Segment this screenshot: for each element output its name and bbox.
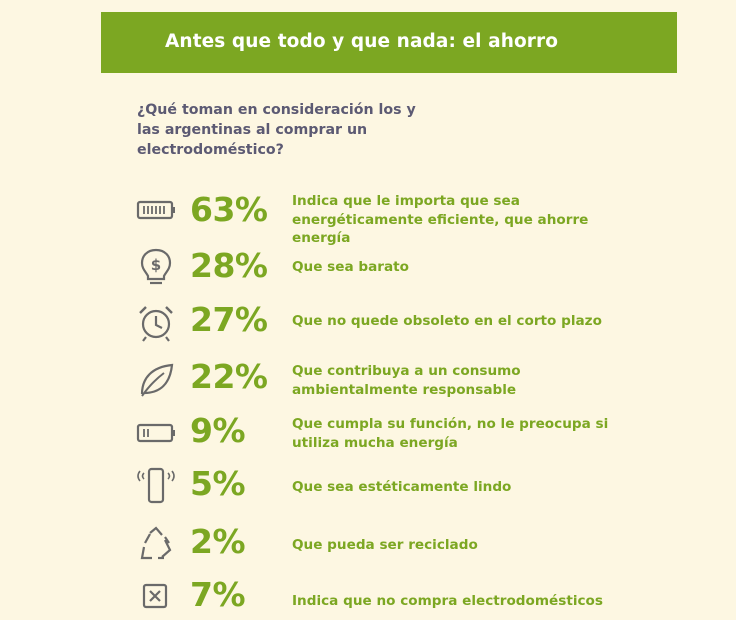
battery-low-icon: [132, 412, 180, 454]
result-label: Indica que no compra electrodomésticos: [292, 593, 603, 609]
survey-question: ¿Qué toman en consideración los y las ar…: [137, 102, 416, 158]
result-label: Que sea barato: [292, 259, 410, 275]
percent-value: 27%: [190, 300, 268, 339]
result-label: Que sea estéticamente lindo: [292, 479, 512, 495]
smartphone-vibrate-icon: [132, 465, 180, 507]
svg-text:$: $: [151, 256, 161, 274]
percent-value: 9%: [190, 411, 246, 450]
percent-value: 5%: [190, 464, 246, 503]
percent-value: 2%: [190, 522, 246, 561]
title-banner: Antes que todo y que nada: el ahorro: [101, 12, 677, 73]
result-label: Que contribuya a un consumo ambientalmen…: [292, 363, 521, 398]
result-label: Que pueda ser reciclado: [292, 537, 478, 553]
result-label: Indica que le importa que sea energética…: [292, 193, 589, 246]
percent-value: 7%: [190, 575, 246, 614]
percent-value: 63%: [190, 190, 268, 229]
chart-title: Antes que todo y que nada: el ahorro: [165, 31, 559, 52]
leaf-icon: [132, 358, 180, 400]
percent-value: 28%: [190, 246, 268, 285]
percent-value: 22%: [190, 357, 268, 396]
battery-full-icon: [132, 189, 180, 231]
result-label: Que cumpla su función, no le preocupa si…: [292, 416, 609, 451]
recycle-icon: [132, 523, 180, 565]
lightbulb-dollar-icon: $: [132, 245, 180, 287]
result-label: Que no quede obsoleto en el corto plazo: [292, 313, 602, 329]
x-box-icon: [132, 576, 180, 618]
alarm-clock-icon: [132, 301, 180, 343]
